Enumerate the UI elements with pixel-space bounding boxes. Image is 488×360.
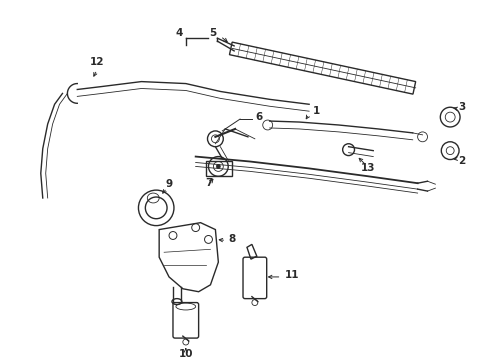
- Text: 13: 13: [360, 163, 375, 174]
- Text: 8: 8: [228, 234, 235, 244]
- Text: 3: 3: [457, 102, 465, 112]
- Text: 6: 6: [255, 112, 263, 122]
- Text: 11: 11: [284, 270, 298, 280]
- Text: 9: 9: [165, 179, 172, 189]
- Text: 5: 5: [208, 28, 216, 38]
- Text: 7: 7: [204, 178, 212, 188]
- Circle shape: [216, 165, 220, 168]
- Text: 12: 12: [90, 57, 104, 67]
- Text: 1: 1: [312, 106, 319, 116]
- Text: 10: 10: [178, 349, 193, 359]
- Text: 2: 2: [457, 156, 465, 166]
- Text: 4: 4: [175, 28, 182, 38]
